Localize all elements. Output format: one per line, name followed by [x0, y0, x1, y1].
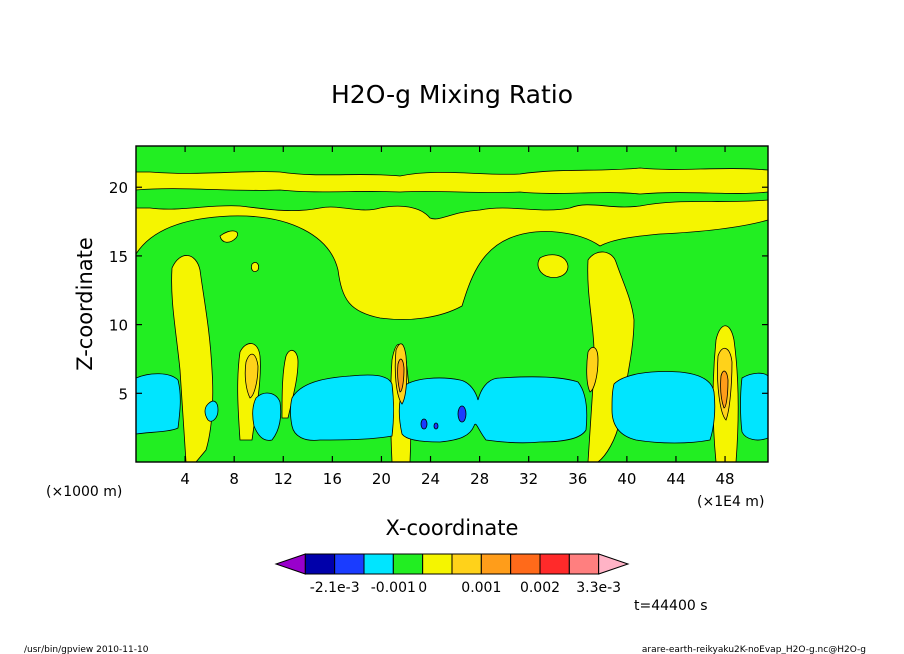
field-blue-spot-2: [433, 422, 439, 430]
colorbar-swatch: [334, 553, 365, 575]
x-tick-label: 8: [229, 470, 239, 488]
y-axis-label: Z-coordinate: [73, 237, 97, 371]
field-yellow-spot-1: [537, 254, 569, 278]
field-yellow-spot-2: [251, 262, 259, 272]
colorbar-swatch: [539, 553, 570, 575]
colorbar-swatch: [510, 553, 541, 575]
colorbar-swatch: [363, 553, 394, 575]
field-cyan-1: [136, 373, 181, 435]
colorbar-label: -2.1e-3: [310, 580, 360, 596]
field-blue-spot-1: [420, 418, 428, 430]
x-tick-label: 32: [519, 470, 538, 488]
x-tick-label: 48: [716, 470, 735, 488]
colorbar-label: 0: [418, 580, 427, 596]
colorbar-label: 0.002: [520, 580, 560, 596]
x-axis-label: X-coordinate: [386, 516, 519, 540]
colorbar-label: 3.3e-3: [576, 580, 621, 596]
field-cyan-2: [204, 400, 219, 422]
field-blue-spot-3: [457, 405, 467, 423]
colorbar-arrow-right: [598, 553, 630, 575]
field-cyan-4: [290, 374, 394, 441]
colorbar: -2.1e-3 -0.001 0 0.001 0.002 3.3e-3: [274, 553, 630, 596]
colorbar-swatch: [451, 553, 482, 575]
field-green-mid: [136, 188, 768, 220]
y-ticks: 5 10 15 20: [109, 179, 768, 403]
x-tick-label: 36: [568, 470, 587, 488]
x-tick-label: 28: [470, 470, 489, 488]
x-tick-label: 20: [372, 470, 391, 488]
x-tick-label: 4: [180, 470, 190, 488]
x-tick-label: 16: [323, 470, 342, 488]
colorbar-swatch: [422, 553, 453, 575]
field-orange-core-2-inner: [397, 358, 405, 393]
x-ticks: 4 8 12 16 20 24 28 32 36 40 44 48: [180, 146, 735, 488]
y-tick-label: 5: [118, 385, 128, 403]
chart-title: H2O-g Mixing Ratio: [331, 80, 573, 109]
x-unit-right: (×1E4 m): [697, 494, 764, 510]
plot-frame: [135, 145, 769, 463]
footer-left: /usr/bin/gpview 2010-11-10: [24, 645, 149, 654]
y-tick-label: 10: [109, 317, 128, 335]
colorbar-swatch: [304, 553, 336, 575]
field-yellow-spot-3: [219, 230, 238, 243]
x-tick-label: 24: [421, 470, 440, 488]
y-tick-label: 15: [109, 248, 128, 266]
field-cyan-5: [398, 376, 588, 444]
field-cyan-3: [252, 392, 282, 441]
field-yellow-column-2: [281, 349, 299, 419]
colorbar-label: 0.001: [461, 580, 501, 596]
colorbar-swatch: [392, 553, 424, 575]
x-unit-left: (×1000 m): [46, 484, 122, 500]
field-cyan-7: [740, 372, 768, 441]
field-orange-core-4-inner: [720, 370, 729, 409]
field-cyan-6: [611, 371, 716, 444]
field-orange-core-1: [244, 353, 259, 399]
footer-right: arare-earth-reikyaku2K-noEvap_H2O-g.nc@H…: [642, 645, 866, 654]
colorbar-swatch: [480, 553, 512, 575]
x-tick-label: 12: [274, 470, 293, 488]
colorbar-label: -0.001: [371, 580, 416, 596]
field-orange-core-3: [586, 346, 599, 393]
x-tick-label: 40: [617, 470, 636, 488]
y-tick-label: 20: [109, 179, 128, 197]
x-tick-label: 44: [666, 470, 685, 488]
colorbar-arrow-left: [274, 553, 306, 575]
field-yellow-plume-1: [171, 255, 214, 462]
colorbar-swatch: [568, 553, 600, 575]
time-label: t=44400 s: [634, 598, 708, 614]
field-green-top: [136, 146, 768, 177]
